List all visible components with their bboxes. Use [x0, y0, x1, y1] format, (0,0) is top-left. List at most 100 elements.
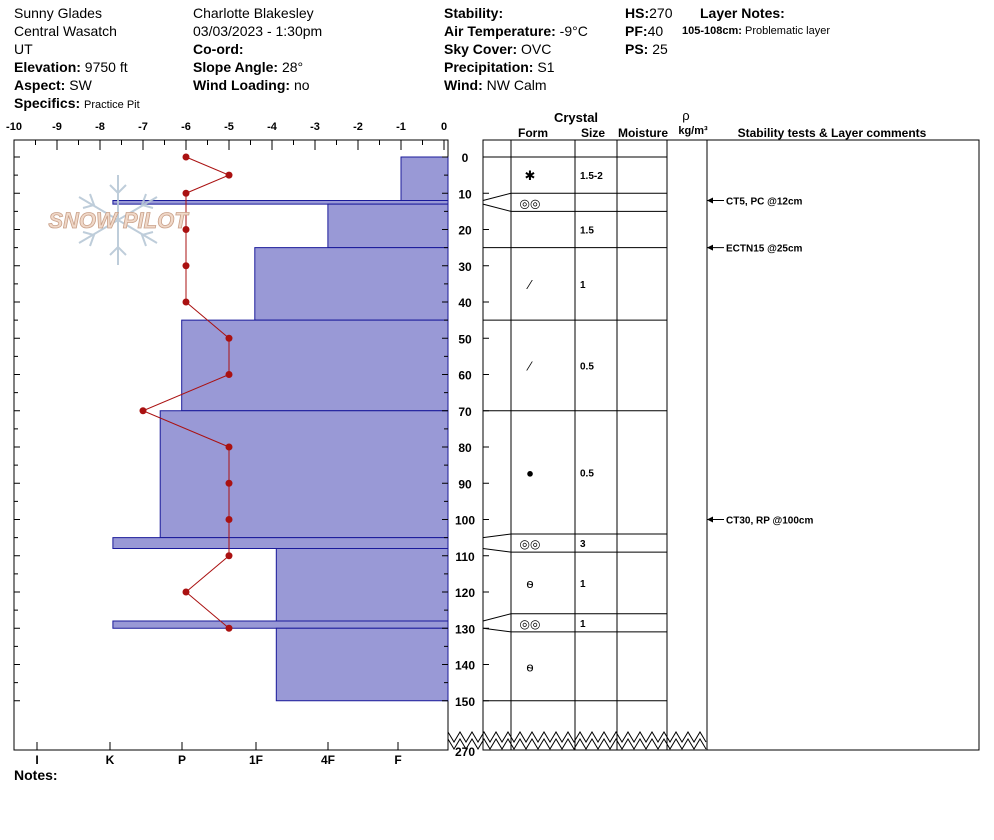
crystal-form-decomposing-icon: ⁄: [526, 358, 533, 373]
temperature-point: [182, 262, 190, 270]
crystal-size: 1: [580, 619, 586, 630]
observer-name: Charlotte Blakesley: [193, 5, 314, 21]
temperature-point: [225, 624, 233, 632]
specifics-label: Specifics:: [14, 95, 81, 111]
crystal-size: 0.5: [580, 468, 594, 479]
logo-text: SNOW PILOT: [48, 208, 189, 233]
crystal-size: 1.5-2: [580, 171, 603, 182]
hardness-bar: [254, 247, 449, 321]
sky-label: Sky Cover:: [444, 41, 518, 57]
air-temp-label: Air Temperature:: [444, 23, 556, 39]
snowpilot-logo: SNOW PILOT: [48, 175, 190, 265]
stability-test-label: CT5, PC @12cm: [726, 197, 803, 208]
crystal-header: Crystal: [554, 110, 598, 125]
hardness-bar: [400, 156, 449, 201]
snowflake-icon: [78, 175, 158, 265]
specifics-value: Practice Pit: [84, 99, 140, 111]
hardness-bar: [112, 537, 449, 549]
layer-connector: [482, 203, 512, 212]
layer-note: 105-108cm: Problematic layer: [682, 22, 830, 40]
temperature-point: [182, 189, 190, 197]
layer-note-text: Problematic layer: [745, 25, 830, 37]
depth-tick-label: 50: [458, 332, 472, 346]
wind-loading-label: Wind Loading:: [193, 77, 291, 93]
depth-tick-label: 110: [455, 550, 475, 564]
crystal-form-surface-hoar-icon: ◎◎: [520, 537, 541, 551]
stability-label: Stability:: [444, 5, 504, 21]
depth-tick-label: 120: [455, 586, 475, 600]
depth-break-zigzag: [447, 730, 707, 750]
temp-tick-label: -6: [181, 121, 191, 133]
temperature-point: [225, 171, 233, 179]
elevation-row: Elevation: 9750 ft: [14, 58, 140, 76]
elevation-label: Elevation:: [14, 59, 81, 75]
temperature-point: [225, 443, 233, 451]
hardness-tick-label: 1F: [249, 753, 263, 767]
crystal-size: 1.5: [580, 226, 594, 237]
temp-tick-label: -4: [267, 121, 278, 133]
depth-tick-label: 100: [455, 514, 475, 528]
temperature-point: [182, 153, 190, 161]
observer-info: Charlotte Blakesley 03/03/2023 - 1:30pm …: [193, 4, 322, 94]
layer-notes-label: Layer Notes:: [700, 5, 785, 21]
temp-tick-label: -1: [396, 121, 406, 133]
ps-label: PS:: [625, 41, 649, 57]
layer-note-depth: 105-108cm:: [682, 25, 742, 37]
hs-row: HS:270: [625, 4, 672, 22]
site-state: UT: [14, 41, 33, 57]
table-frame: [482, 139, 980, 751]
hardness-tick-label: K: [106, 753, 115, 767]
temp-tick-label: -2: [353, 121, 363, 133]
specifics-row: Specifics: Practice Pit: [14, 94, 140, 114]
crystal-size: 1: [580, 579, 586, 590]
crystal-size: 0.5: [580, 361, 594, 372]
hardness-bar: [275, 627, 449, 702]
depth-tick-label: 40: [458, 296, 472, 310]
temperature-point: [182, 226, 190, 233]
layer-notes-title: Layer Notes:: [700, 4, 785, 22]
temperature-point: [225, 552, 233, 560]
wind-value: NW Calm: [486, 77, 547, 93]
site-name: Sunny Glades: [14, 5, 102, 21]
hardness-tick-label: 4F: [321, 753, 335, 767]
hardness-bar: [159, 410, 449, 539]
hardness-bar: [112, 620, 449, 629]
hardness-bar: [275, 548, 449, 622]
crystal-form-decomposing-icon: ⁄: [526, 277, 533, 292]
coord-label: Co-ord:: [193, 41, 244, 57]
elevation-value: 9750 ft: [84, 59, 128, 75]
hardness-bar: [112, 200, 449, 205]
temp-tick-label: -5: [224, 121, 234, 133]
stability-header: Stability tests & Layer comments: [738, 126, 927, 140]
slope-value: 28°: [281, 59, 304, 75]
crystal-size: 3: [580, 539, 586, 550]
crystal-form-rounded-icon: ●: [526, 465, 534, 480]
aspect-value: SW: [69, 77, 92, 93]
pit-info: HS:270 PF:40 PS: 25: [625, 4, 672, 58]
crystal-form-depth-hoar-icon: ѳ: [526, 576, 533, 591]
wind-label: Wind:: [444, 77, 483, 93]
ps-row: PS: 25: [625, 40, 672, 58]
form-header: Form: [518, 126, 548, 140]
depth-tick-label: 0: [462, 151, 469, 165]
stability-test-label: CT30, RP @100cm: [726, 516, 813, 527]
temperature-point: [182, 588, 190, 596]
crystal-form-new-snow-icon: ✱: [525, 168, 536, 183]
depth-tick-label: 90: [458, 477, 472, 491]
hardness-tick-label: F: [394, 753, 401, 767]
site-info: Sunny Glades Central Wasatch UT Elevatio…: [14, 4, 140, 114]
crystal-form-surface-hoar-icon: ◎◎: [520, 196, 541, 210]
depth-tick-label: 130: [455, 622, 475, 636]
hardness-tick-label: P: [178, 753, 186, 767]
notes: Notes:: [14, 766, 58, 784]
precip-row: Precipitation: S1: [444, 58, 588, 76]
stability-test-label: ECTN15 @25cm: [726, 244, 803, 255]
temperature-point: [139, 407, 147, 415]
pf-label: PF:: [625, 23, 648, 39]
conditions-info: Stability: Air Temperature: -9°C Sky Cov…: [444, 4, 588, 94]
hardness-bar: [327, 203, 449, 249]
hs-value: 270: [649, 5, 673, 21]
depth-tick-label: 80: [458, 441, 472, 455]
hardness-bar: [181, 319, 449, 412]
